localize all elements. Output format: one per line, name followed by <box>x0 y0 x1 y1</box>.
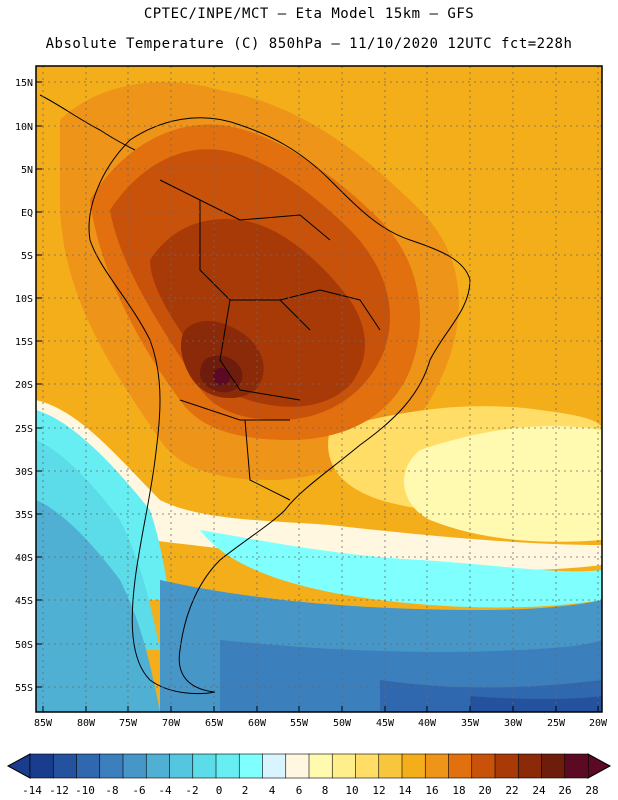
colorbar-label: 6 <box>296 784 303 797</box>
colorbar: -14 -12 -10 -8 -6 -4 -2 0 2 4 6 8 10 12 … <box>6 753 612 797</box>
colorbar-label: 16 <box>425 784 438 797</box>
lat-label: 30S <box>15 467 33 478</box>
lat-label: 10S <box>15 294 33 305</box>
lat-label: 50S <box>15 640 33 651</box>
colorbar-label: -8 <box>105 784 118 797</box>
map-title-line2: Absolute Temperature (C) 850hPa — 11/10/… <box>45 36 573 52</box>
colorbar-label: 18 <box>452 784 465 797</box>
lon-label: 60W <box>248 718 267 729</box>
temperature-field <box>36 66 602 712</box>
colorbar-cell <box>517 753 543 779</box>
field-cream-band <box>36 400 602 571</box>
colorbar-label: -14 <box>22 784 42 797</box>
colorbar-label: 26 <box>558 784 571 797</box>
field-blue2 <box>36 500 160 712</box>
colorbar-label: 28 <box>585 784 598 797</box>
lat-label: 40S <box>15 553 33 564</box>
lon-label: 30W <box>504 718 523 729</box>
colorbar-right-arrow <box>587 753 612 779</box>
colorbar-label: 22 <box>505 784 518 797</box>
lat-label: EQ <box>21 208 33 219</box>
central-america-outline <box>39 94 136 151</box>
country-borders <box>159 179 381 501</box>
colorbar-cell <box>145 753 171 779</box>
colorbar-cell <box>424 753 450 779</box>
graticule <box>36 66 602 712</box>
colorbar-label: 20 <box>478 784 491 797</box>
longitude-labels: 85W 80W 75W 70W 65W 60W 55W 50W 45W 40W … <box>34 718 608 729</box>
lon-label: 25W <box>547 718 566 729</box>
lon-label: 40W <box>418 718 437 729</box>
colorbar-cell <box>308 753 333 779</box>
colorbar-cell <box>262 753 287 779</box>
colorbar-cell <box>401 753 426 779</box>
colorbar-cell <box>122 753 147 779</box>
colorbar-cell <box>29 753 54 779</box>
lon-label: 70W <box>162 718 181 729</box>
colorbar-cell <box>169 753 194 779</box>
lon-label: 45W <box>376 718 395 729</box>
lat-label: 55S <box>15 683 33 694</box>
coastlines-and-borders <box>39 94 471 695</box>
colorbar-label: -2 <box>185 784 198 797</box>
colorbar-cell <box>564 753 589 779</box>
colorbar-cell <box>52 753 78 779</box>
colorbar-cell <box>238 753 264 779</box>
colorbar-label: -4 <box>158 784 172 797</box>
colorbar-label: 4 <box>269 784 276 797</box>
lon-label: 80W <box>77 718 96 729</box>
lon-label: 65W <box>205 718 224 729</box>
colorbar-cell <box>355 753 380 779</box>
axis-ticks <box>36 81 599 712</box>
lat-label: 15N <box>15 78 33 89</box>
lat-label: 5N <box>21 165 33 176</box>
lon-label: 20W <box>589 718 608 729</box>
colorbar-label: 8 <box>322 784 329 797</box>
colorbar-label: 0 <box>216 784 223 797</box>
colorbar-cell <box>541 753 566 779</box>
field-hot6 <box>213 367 231 386</box>
colorbar-cell <box>99 753 124 779</box>
latitude-labels: 15N 10N 5N EQ 5S 10S 15S 20S 25S 30S 35S… <box>15 78 33 694</box>
colorbar-cell <box>285 753 310 779</box>
colorbar-cell <box>215 753 240 779</box>
colorbar-label: 12 <box>372 784 385 797</box>
lat-label: 25S <box>15 424 33 435</box>
lat-label: 5S <box>21 251 33 262</box>
field-blue-deepest <box>470 696 602 712</box>
lon-label: 55W <box>290 718 309 729</box>
colorbar-cell <box>494 753 519 779</box>
colorbar-cell <box>331 753 357 779</box>
colorbar-cell <box>378 753 403 779</box>
lat-label: 45S <box>15 596 33 607</box>
colorbar-left-arrow <box>6 753 31 779</box>
lon-label: 85W <box>34 718 53 729</box>
field-pale-yellow-east <box>403 426 602 542</box>
colorbar-label: -10 <box>75 784 95 797</box>
lon-label: 35W <box>461 718 480 729</box>
colorbar-label: 14 <box>398 784 412 797</box>
colorbar-label: 10 <box>345 784 358 797</box>
colorbar-label: 24 <box>532 784 546 797</box>
field-light-cyan-south <box>200 530 602 608</box>
colorbar-label: 2 <box>242 784 249 797</box>
colorbar-cell <box>471 753 496 779</box>
colorbar-cell <box>76 753 101 779</box>
lat-label: 15S <box>15 337 33 348</box>
map-frame <box>35 65 603 713</box>
lon-label: 50W <box>333 718 352 729</box>
colorbar-cell <box>448 753 473 779</box>
colorbar-label: -12 <box>49 784 69 797</box>
lon-label: 75W <box>119 718 138 729</box>
colorbar-label: -6 <box>132 784 145 797</box>
colorbar-cell <box>192 753 217 779</box>
south-america-outline <box>88 117 471 695</box>
lat-label: 20S <box>15 380 33 391</box>
lat-label: 35S <box>15 510 33 521</box>
lat-label: 10N <box>15 122 33 133</box>
map-title-line1: CPTEC/INPE/MCT — Eta Model 15km — GFS <box>143 6 475 22</box>
